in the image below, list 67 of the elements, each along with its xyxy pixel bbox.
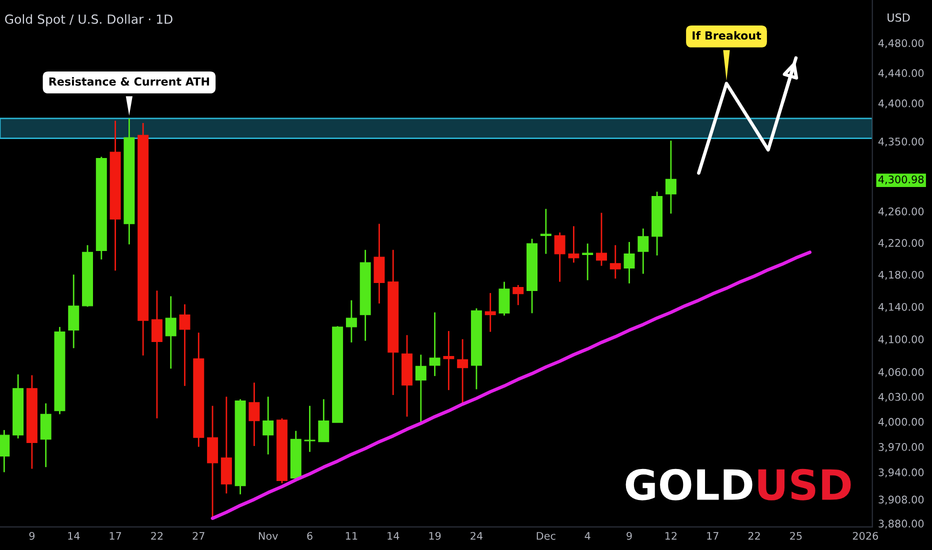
candlestick (665, 140, 676, 214)
candlestick (638, 228, 649, 274)
x-tick-label: 22 (748, 532, 760, 540)
candlestick (248, 382, 260, 447)
line-series (697, 56, 798, 175)
candlestick (151, 290, 162, 420)
y-tick-label: 3,880.00 (878, 520, 924, 529)
candlestick (512, 284, 524, 306)
y-tick-label: 4,480.00 (878, 39, 924, 48)
x-tick-label: 4 (584, 532, 590, 540)
candlestick (429, 312, 440, 377)
candlestick (457, 338, 468, 404)
candlestick (540, 208, 552, 255)
x-tick-label: 2026 (852, 532, 878, 540)
text: Gold Spot / U.S. Dollar · 1D (5, 14, 172, 26)
y-tick-label: 4,260.00 (878, 207, 924, 216)
annotation: USD (758, 468, 851, 500)
x-tick-label: Dec (536, 532, 556, 540)
y-tick-label: 4,000.00 (878, 418, 924, 427)
x-tick-label: 9 (626, 532, 632, 540)
x-tick-label: 24 (470, 532, 483, 540)
x-tick-label: 6 (307, 532, 312, 540)
candlestick (346, 300, 357, 344)
x-tick-label: 27 (192, 532, 204, 540)
candlestick (179, 304, 190, 387)
candlestick (0, 429, 10, 473)
y-tick-label: 3,908.00 (878, 496, 924, 505)
y-tick-label: 4,300.98 (878, 175, 924, 184)
candlestick (484, 292, 496, 333)
x-tick-label: 9 (29, 532, 35, 540)
candlestick (554, 232, 566, 282)
candlestick (443, 330, 454, 391)
x-tick-label: 17 (707, 532, 718, 540)
y-tick-label: 4,100.00 (878, 335, 924, 344)
y-tick-label: 4,180.00 (878, 270, 924, 280)
y-tick-label: 4,220.00 (878, 238, 924, 248)
candlestick (610, 244, 621, 280)
y-tick-label: 4,350.00 (878, 138, 924, 147)
annotation: If Breakout (692, 31, 762, 40)
candlestick (165, 296, 176, 370)
y-axis-title: USD (888, 13, 910, 22)
y-tick-label: 3,940.00 (878, 468, 924, 478)
y-tick-label: 3,970.00 (878, 443, 924, 452)
candlestick (596, 212, 607, 267)
y-tick-label: 4,140.00 (878, 302, 924, 312)
x-tick-label: 25 (790, 532, 802, 540)
candlestick (568, 225, 580, 264)
annotation: Resistance & Current ATH (49, 77, 209, 86)
y-tick-label: 4,400.00 (878, 99, 924, 108)
candlestick (624, 241, 635, 284)
x-tick-label: Nov (258, 532, 278, 540)
y-tick-label: 4,030.00 (878, 392, 924, 402)
x-tick-label: 11 (346, 532, 358, 540)
y-tick-label: 4,060.00 (878, 368, 924, 378)
x-tick-label: 14 (388, 532, 400, 540)
candlestick (304, 405, 316, 453)
candlestick (318, 398, 330, 442)
x-tick-label: 14 (68, 532, 80, 540)
x-tick-label: 12 (665, 532, 677, 540)
candlestick (262, 396, 274, 456)
candlestick (415, 354, 426, 425)
x-tick-label: 19 (429, 532, 441, 540)
candlestick (582, 242, 594, 281)
x-tick-label: 17 (110, 532, 122, 540)
y-tick-label: 4,440.00 (878, 69, 924, 78)
x-tick-label: 22 (151, 532, 163, 540)
annotation: GOLD (626, 468, 752, 500)
